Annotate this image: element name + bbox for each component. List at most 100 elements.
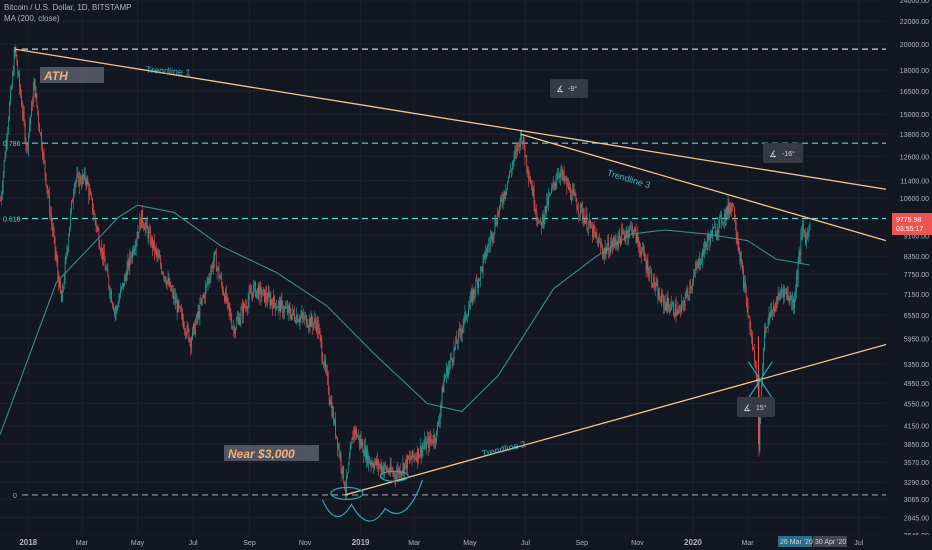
candle[interactable]: [498, 209, 499, 218]
candle[interactable]: [605, 246, 607, 261]
candle[interactable]: [179, 305, 181, 309]
candle[interactable]: [61, 289, 62, 303]
candle[interactable]: [485, 244, 487, 264]
candle[interactable]: [344, 481, 345, 491]
candle[interactable]: [717, 227, 719, 241]
candle[interactable]: [575, 192, 577, 203]
candle[interactable]: [469, 296, 470, 309]
candle[interactable]: [176, 295, 178, 321]
candle[interactable]: [147, 225, 149, 244]
candle[interactable]: [637, 226, 639, 247]
candle[interactable]: [623, 229, 625, 241]
candle[interactable]: [0, 195, 1, 202]
candle[interactable]: [306, 314, 307, 328]
candle[interactable]: [592, 223, 594, 241]
candle[interactable]: [310, 310, 312, 327]
candle[interactable]: [274, 295, 275, 309]
candle[interactable]: [639, 240, 641, 258]
candle[interactable]: [194, 320, 195, 335]
candle[interactable]: [796, 269, 798, 288]
candle[interactable]: [379, 463, 381, 469]
candle[interactable]: [441, 385, 443, 408]
candle[interactable]: [553, 180, 555, 191]
candle[interactable]: [520, 129, 521, 151]
candle[interactable]: [11, 70, 13, 90]
candle[interactable]: [417, 445, 418, 469]
candle[interactable]: [523, 136, 525, 151]
candle[interactable]: [418, 448, 419, 465]
ma-200-path[interactable]: [0, 204, 810, 435]
candle[interactable]: [799, 249, 801, 264]
candle[interactable]: [788, 295, 790, 305]
candle[interactable]: [772, 309, 773, 321]
candle[interactable]: [78, 171, 80, 188]
candle[interactable]: [331, 395, 333, 419]
candle[interactable]: [208, 272, 210, 285]
candle[interactable]: [664, 294, 666, 312]
candle[interactable]: [474, 287, 476, 303]
candle[interactable]: [675, 296, 677, 323]
candle[interactable]: [187, 322, 189, 333]
candle[interactable]: [246, 306, 248, 316]
candle[interactable]: [25, 137, 27, 152]
candle[interactable]: [542, 209, 544, 229]
candle[interactable]: [300, 309, 302, 324]
candle[interactable]: [774, 303, 775, 318]
candle[interactable]: [162, 271, 163, 275]
candle[interactable]: [526, 154, 528, 175]
candle[interactable]: [645, 254, 647, 278]
candle[interactable]: [89, 183, 91, 201]
candle[interactable]: [715, 231, 717, 241]
candle[interactable]: [320, 334, 322, 349]
candle[interactable]: [408, 450, 410, 465]
candle[interactable]: [435, 437, 437, 450]
candle[interactable]: [778, 292, 780, 301]
candle[interactable]: [42, 150, 44, 165]
candle[interactable]: [746, 297, 748, 313]
candle[interactable]: [565, 175, 567, 182]
candle[interactable]: [311, 312, 313, 328]
candle[interactable]: [337, 443, 339, 450]
candle[interactable]: [602, 248, 604, 260]
candle[interactable]: [661, 288, 662, 307]
candle[interactable]: [434, 433, 436, 449]
candle[interactable]: [291, 314, 293, 321]
candle[interactable]: [477, 278, 478, 294]
candle[interactable]: [135, 238, 137, 256]
candle[interactable]: [439, 413, 440, 428]
candle[interactable]: [655, 277, 657, 291]
candle[interactable]: [326, 364, 327, 377]
candle[interactable]: [438, 416, 439, 427]
candle[interactable]: [458, 328, 459, 350]
time-axis[interactable]: 2018 Mar May Jul Sep Nov 2019 Mar May Jul Sep Nov 20…: [0, 535, 932, 550]
candle[interactable]: [433, 428, 435, 450]
candle[interactable]: [681, 294, 682, 315]
candle[interactable]: [381, 462, 383, 479]
candle[interactable]: [735, 220, 737, 245]
candle[interactable]: [627, 230, 629, 246]
candle[interactable]: [561, 166, 563, 181]
candle[interactable]: [93, 209, 95, 216]
candle[interactable]: [724, 208, 726, 227]
candle[interactable]: [221, 271, 223, 289]
candle[interactable]: [20, 83, 21, 99]
candle[interactable]: [333, 405, 335, 427]
candle[interactable]: [572, 183, 574, 196]
candle[interactable]: [598, 235, 600, 248]
candle[interactable]: [377, 451, 378, 473]
candle[interactable]: [770, 303, 772, 319]
candle[interactable]: [714, 219, 715, 229]
candle[interactable]: [416, 451, 417, 463]
candle[interactable]: [741, 250, 742, 267]
candle[interactable]: [372, 460, 374, 468]
candle[interactable]: [266, 292, 268, 308]
candle[interactable]: [609, 248, 610, 258]
candle[interactable]: [201, 298, 203, 306]
candle[interactable]: [560, 166, 561, 186]
candle[interactable]: [21, 89, 22, 108]
candle[interactable]: [14, 44, 16, 60]
candle[interactable]: [137, 224, 139, 239]
candle[interactable]: [200, 294, 202, 305]
candle[interactable]: [486, 247, 488, 259]
candle[interactable]: [241, 303, 243, 312]
